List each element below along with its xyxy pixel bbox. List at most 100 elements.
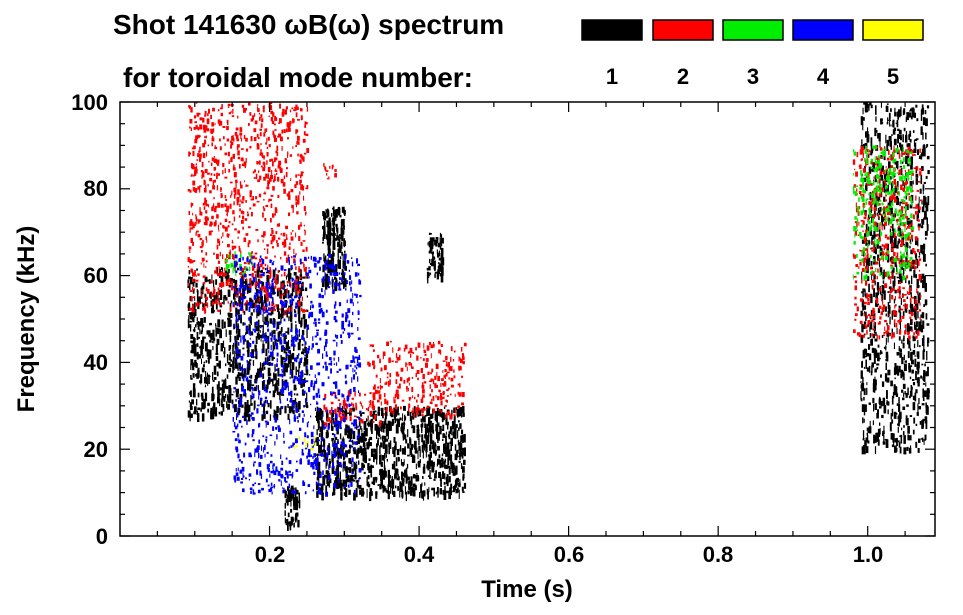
spectrogram-pixel xyxy=(897,288,899,293)
spectrogram-pixel xyxy=(204,304,206,310)
spectrogram-pixel xyxy=(216,172,218,178)
spectrogram-pixel xyxy=(344,278,347,288)
spectrogram-pixel xyxy=(868,324,870,326)
spectrogram-pixel xyxy=(225,259,229,263)
spectrogram-pixel xyxy=(326,177,328,180)
spectrogram-pixel xyxy=(340,491,343,501)
spectrogram-pixel xyxy=(381,423,383,429)
spectrogram-pixel xyxy=(905,233,909,238)
spectrogram-pixel xyxy=(281,326,283,333)
spectrogram-pixel xyxy=(434,442,436,447)
spectrogram-pixel xyxy=(445,412,448,419)
spectrogram-pixel xyxy=(338,412,341,418)
spectrogram-pixel xyxy=(217,319,221,328)
spectrogram-pixel xyxy=(367,421,369,427)
spectrogram-pixel xyxy=(926,144,928,149)
spectrogram-pixel xyxy=(867,152,869,159)
spectrogram-pixel xyxy=(899,201,901,207)
spectrogram-pixel xyxy=(907,146,911,151)
spectrogram-pixel xyxy=(322,264,325,273)
spectrogram-pixel xyxy=(222,241,224,243)
spectrogram-pixel xyxy=(341,221,344,226)
spectrogram-pixel xyxy=(433,489,435,497)
spectrogram-pixel xyxy=(916,213,918,221)
spectrogram-pixel xyxy=(315,483,319,491)
spectrogram-pixel xyxy=(864,157,866,162)
spectrogram-pixel xyxy=(441,378,444,381)
spectrogram-pixel xyxy=(883,179,886,183)
spectrogram-pixel xyxy=(434,473,437,479)
spectrogram-pixel xyxy=(331,466,335,475)
spectrogram-pixel xyxy=(879,398,882,405)
spectrogram-pixel xyxy=(190,175,193,177)
spectrogram-pixel xyxy=(423,350,427,353)
spectrogram-pixel xyxy=(923,181,926,184)
spectrogram-pixel xyxy=(918,155,922,159)
spectrogram-pixel xyxy=(900,201,903,204)
spectrogram-pixel xyxy=(429,401,433,405)
spectrogram-pixel xyxy=(854,216,857,220)
spectrogram-pixel xyxy=(245,233,249,236)
spectrogram-pixel xyxy=(443,375,446,378)
spectrogram-pixel xyxy=(220,187,222,192)
spectrogram-pixel xyxy=(906,186,910,192)
spectrogram-pixel xyxy=(257,368,260,378)
spectrogram-pixel xyxy=(189,126,191,129)
spectrogram-pixel xyxy=(291,495,293,499)
spectrogram-pixel xyxy=(388,357,391,363)
mode-1-low-freq-burst xyxy=(284,485,301,531)
spectrogram-pixel xyxy=(900,168,903,176)
spectrogram-pixel xyxy=(882,433,884,437)
spectrogram-pixel xyxy=(372,401,374,405)
spectrogram-pixel xyxy=(445,464,448,470)
spectrogram-pixel xyxy=(204,201,207,204)
spectrogram-pixel xyxy=(188,312,192,315)
spectrogram-pixel xyxy=(210,280,213,284)
spectrogram-pixel xyxy=(873,321,875,325)
spectrogram-pixel xyxy=(412,425,416,434)
spectrogram-pixel xyxy=(340,219,344,223)
spectrogram-pixel xyxy=(877,196,881,202)
spectrogram-pixel xyxy=(397,386,400,389)
spectrogram-pixel xyxy=(862,152,864,158)
spectrogram-pixel xyxy=(915,205,917,210)
spectrogram-pixel xyxy=(905,134,908,143)
spectrogram-pixel xyxy=(400,459,402,466)
spectrogram-pixel xyxy=(898,290,900,293)
spectrogram-pixel xyxy=(399,488,401,498)
spectrogram-pixel xyxy=(197,273,200,276)
spectrogram-pixel xyxy=(382,440,385,449)
spectrogram-pixel xyxy=(852,186,855,190)
spectrogram-pixel xyxy=(884,320,887,323)
spectrogram-pixel xyxy=(893,411,897,419)
spectrogram-pixel xyxy=(860,195,863,200)
spectrogram-pixel xyxy=(889,316,891,325)
spectrogram-pixel xyxy=(329,261,332,266)
spectrogram-pixel xyxy=(901,357,904,365)
spectrogram-pixel xyxy=(282,309,284,319)
spectrogram-pixel xyxy=(192,272,195,277)
spectrogram-pixel xyxy=(864,190,866,194)
spectrogram-pixel xyxy=(904,360,907,363)
spectrogram-pixel xyxy=(880,183,882,189)
spectrogram-pixel xyxy=(222,403,225,412)
spectrogram-pixel xyxy=(234,335,237,341)
spectrogram-pixel xyxy=(196,112,200,117)
spectrogram-pixel xyxy=(263,132,266,137)
spectrogram-pixel xyxy=(432,429,435,434)
spectrogram-pixel xyxy=(188,270,191,275)
spectrogram-pixel xyxy=(332,207,334,210)
spectrogram-pixel xyxy=(853,329,856,333)
spectrogram-pixel xyxy=(874,368,877,373)
spectrogram-pixel xyxy=(853,241,856,245)
spectrogram-pixel xyxy=(414,411,417,418)
spectrogram-pixel xyxy=(392,447,394,454)
spectrogram-pixel xyxy=(221,194,223,197)
spectrogram-pixel xyxy=(456,409,459,418)
spectrogram-pixel xyxy=(886,105,889,112)
spectrogram-pixel xyxy=(231,241,234,244)
spectrogram-pixel xyxy=(411,426,413,429)
spectrogram-pixel xyxy=(222,387,226,389)
spectrogram-pixel xyxy=(861,291,864,294)
spectrogram-pixel xyxy=(853,149,855,153)
